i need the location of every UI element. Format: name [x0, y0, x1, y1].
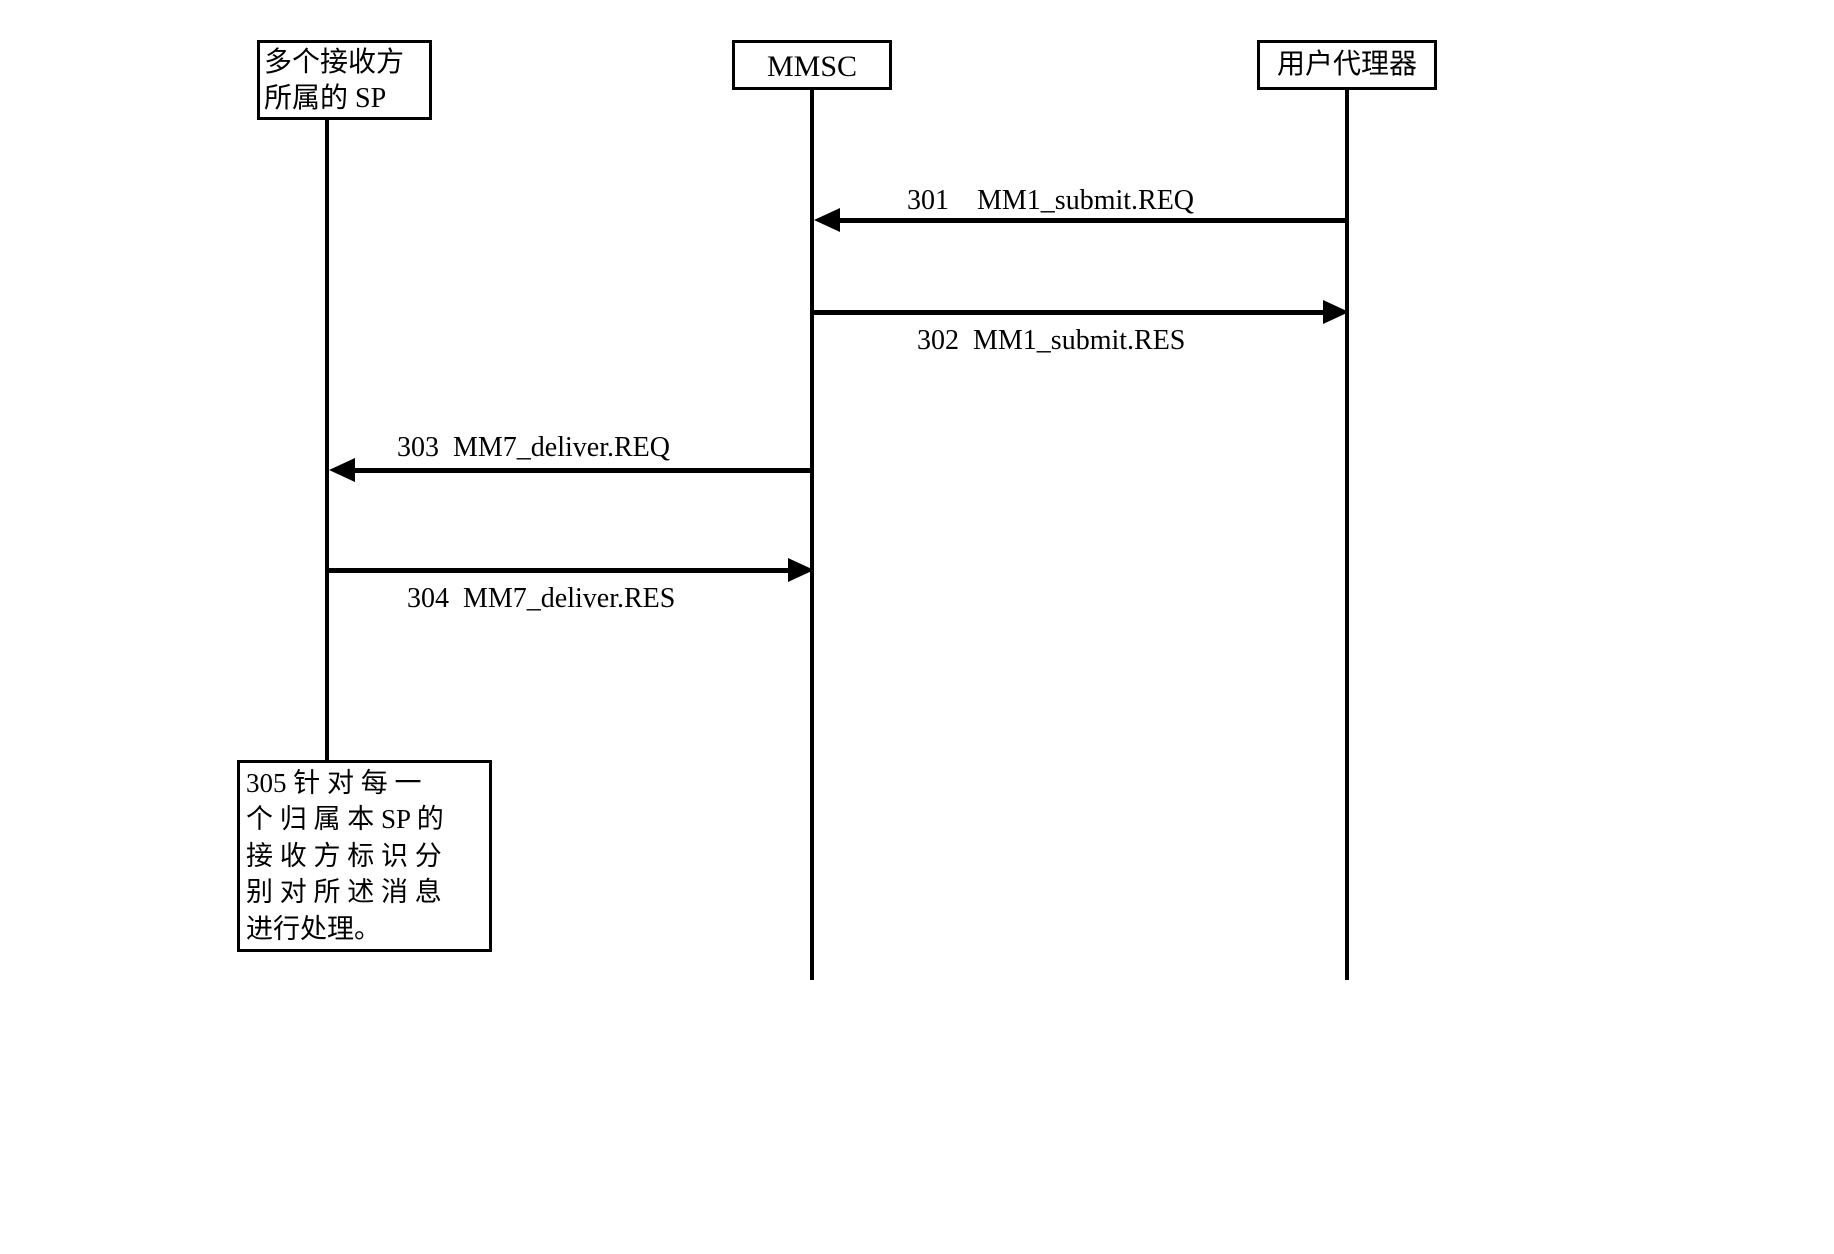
participant-mmsc: MMSC	[732, 40, 892, 90]
msg-301-num: 301	[907, 185, 949, 216]
msg-303-text: MM7_deliver.REQ	[453, 432, 670, 463]
participant-ua-label: 用户代理器	[1277, 49, 1417, 80]
msg-302-num: 302	[917, 325, 959, 356]
sequence-diagram: 多个接收方 所属的 SP MMSC 用户代理器 301 MM1_submit.R…	[217, 40, 1617, 1000]
msg-304-num: 304	[407, 583, 449, 614]
arrow-head-302	[1323, 300, 1349, 324]
msg-label-303: 303 MM7_deliver.REQ	[397, 432, 670, 464]
lifeline-ua	[1345, 90, 1349, 980]
msg-301-text: MM1_submit.REQ	[977, 185, 1194, 216]
participant-sp-label-2: 所属的 SP	[264, 83, 386, 114]
note-305-line-2: 个 归 属 本 SP 的	[246, 804, 444, 834]
msg-303-num: 303	[397, 432, 439, 463]
msg-label-304: 304 MM7_deliver.RES	[407, 583, 675, 615]
arrow-head-303	[329, 458, 355, 482]
participant-mmsc-label: MMSC	[767, 50, 857, 83]
arrow-302	[814, 310, 1326, 315]
msg-304-text: MM7_deliver.RES	[463, 583, 675, 614]
note-305-line-5: 进行处理。	[246, 914, 381, 944]
msg-302-text: MM1_submit.RES	[973, 325, 1185, 356]
arrow-head-301	[814, 208, 840, 232]
arrow-301	[837, 218, 1349, 223]
participant-sp: 多个接收方 所属的 SP	[257, 40, 432, 120]
note-305: 305 针 对 每 一 个 归 属 本 SP 的 接 收 方 标 识 分 别 对…	[237, 760, 492, 952]
lifeline-sp	[325, 120, 329, 760]
arrow-304	[329, 568, 791, 573]
participant-ua: 用户代理器	[1257, 40, 1437, 90]
msg-label-301: 301 MM1_submit.REQ	[907, 185, 1194, 217]
note-305-line-1: 305 针 对 每 一	[246, 768, 422, 798]
arrow-303	[352, 468, 814, 473]
msg-label-302: 302 MM1_submit.RES	[917, 325, 1185, 357]
participant-sp-label-1: 多个接收方	[264, 47, 404, 78]
note-305-line-4: 别 对 所 述 消 息	[246, 877, 442, 907]
note-305-line-3: 接 收 方 标 识 分	[246, 841, 442, 871]
arrow-head-304	[788, 558, 814, 582]
